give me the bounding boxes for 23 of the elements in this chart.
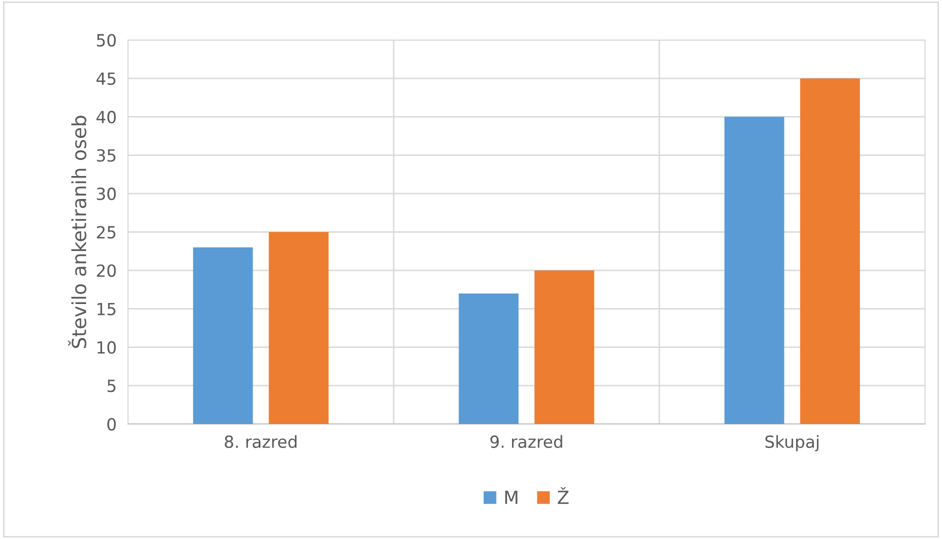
x-tick-label: 8. razred	[224, 435, 296, 448]
bar	[800, 78, 860, 424]
y-tick-label: 15	[98, 302, 116, 316]
y-tick-label: 40	[96, 110, 116, 124]
y-tick-label: 20	[96, 264, 116, 277]
bar	[268, 232, 329, 424]
y-axis-title: Število anketiranih oseb	[68, 116, 86, 348]
bar	[724, 116, 784, 424]
y-tick-label: 35	[96, 149, 116, 162]
x-tick-label: 9. razred	[490, 435, 562, 448]
bar	[534, 270, 594, 424]
y-tick-label: 30	[96, 188, 116, 200]
bar	[193, 247, 253, 424]
y-tick-label: 50	[96, 34, 116, 47]
y-tick-label: 25	[96, 226, 116, 239]
bar	[458, 293, 519, 424]
y-tick-label: 0	[107, 418, 116, 431]
y-tick-label: 5	[108, 380, 116, 392]
legend-label: Ž	[558, 487, 569, 504]
legend-label: M	[505, 490, 518, 504]
x-tick-label: Skupaj	[765, 435, 818, 452]
y-tick-label: 10	[98, 341, 116, 354]
y-tick-label: 45	[96, 72, 116, 85]
